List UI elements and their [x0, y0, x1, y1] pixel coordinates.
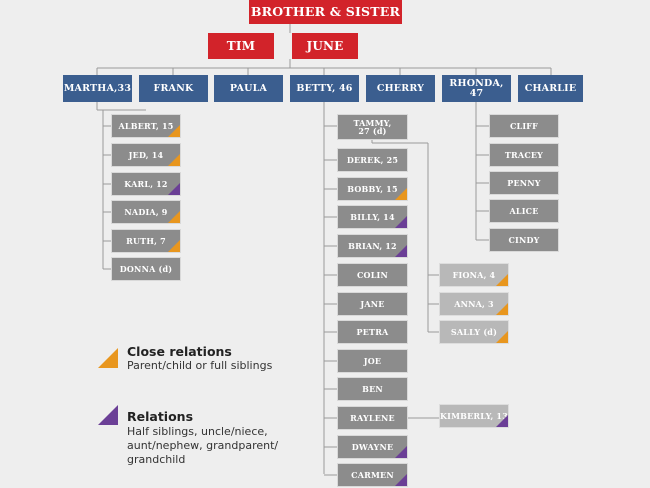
betty-kid-label: DEREK, 25 [346, 154, 399, 165]
tammy-kid-label: FIONA, 4 [452, 269, 496, 280]
child-rhonda-box: RHONDA, 47 [442, 75, 511, 102]
martha-kid-label: NADIA, 9 [124, 206, 168, 217]
martha-kid-label: ALBERT, 15 [118, 120, 174, 131]
betty-kid-box: RAYLENE [337, 406, 408, 430]
martha-kid-box: KARL, 12 [111, 172, 181, 196]
legend-close-title: Close relations [127, 344, 232, 359]
martha-kid-box: ALBERT, 15 [111, 114, 181, 138]
close-relation-icon [496, 331, 508, 343]
betty-kid-label: BEN [362, 383, 383, 394]
martha-kid-label: RUTH, 7 [126, 235, 166, 246]
betty-kid-box: COLIN [337, 263, 408, 287]
relation-icon [395, 245, 407, 257]
child-label: BETTY, 46 [296, 82, 353, 94]
child-charlie-box: CHARLIE [518, 75, 583, 102]
child-frank-box: FRANK [139, 75, 208, 102]
rhonda-kid-box: CLIFF [489, 114, 559, 138]
relation-icon [395, 216, 407, 228]
child-paula-box: PAULA [214, 75, 283, 102]
child-betty-box: BETTY, 46 [290, 75, 359, 102]
child-cherry-box: CHERRY [366, 75, 435, 102]
child-label: CHERRY [376, 82, 425, 94]
betty-kid-box: DWAYNE [337, 435, 408, 459]
close-relation-icon [395, 188, 407, 200]
close-relation-icon [168, 125, 180, 137]
betty-kid-label: TAMMY, 27 (d) [353, 117, 392, 136]
betty-kid-label: COLIN [356, 269, 388, 280]
tammy-kid-label: ANNA, 3 [454, 298, 494, 309]
rhonda-kid-box: PENNY [489, 171, 559, 195]
betty-kid-label: PETRA [356, 326, 389, 337]
child-label: PAULA [229, 82, 268, 94]
close-relation-icon [496, 274, 508, 286]
betty-kid-label: JANE [360, 298, 385, 309]
rhonda-kid-label: ALICE [509, 205, 539, 216]
parent-label: TIM [226, 38, 256, 53]
child-martha-box: MARTHA,33 [63, 75, 132, 102]
betty-kid-box: BEN [337, 377, 408, 401]
parent-june-box: JUNE [292, 33, 358, 59]
raylene-kid-box: KIMBERLY, 13 [439, 404, 509, 428]
child-label: FRANK [153, 82, 194, 94]
betty-kid-label: RAYLENE [350, 412, 395, 423]
martha-kid-label: KARL, 12 [124, 178, 168, 189]
relation-icon [168, 183, 180, 195]
rhonda-kid-label: TRACEY [504, 149, 544, 160]
martha-kid-box: DONNA (d) [111, 257, 181, 281]
betty-kid-box: JOE [337, 349, 408, 373]
betty-kid-box: TAMMY, 27 (d) [337, 114, 408, 140]
betty-kid-box: BILLY, 14 [337, 205, 408, 229]
raylene-kid-label: KIMBERLY, 13 [440, 410, 508, 421]
rhonda-kid-label: CLIFF [509, 120, 539, 131]
child-label: MARTHA,33 [63, 82, 132, 94]
betty-kid-label: BRIAN, 12 [348, 240, 397, 251]
rhonda-kid-box: CINDY [489, 228, 559, 252]
betty-kid-box: JANE [337, 292, 408, 316]
parent-tim-box: TIM [208, 33, 274, 59]
betty-kid-label: CARMEN [351, 469, 394, 480]
relation-icon [395, 474, 407, 486]
top-couple-label: BROTHER & SISTER [250, 4, 401, 20]
betty-kid-label: BOBBY, 15 [347, 183, 398, 194]
rhonda-kid-label: CINDY [508, 234, 540, 245]
relation-icon [496, 415, 508, 427]
top-couple-box: BROTHER & SISTER [249, 0, 402, 24]
betty-kid-box: BOBBY, 15 [337, 177, 408, 201]
tammy-kid-box: ANNA, 3 [439, 292, 509, 316]
rhonda-kid-label: PENNY [507, 177, 541, 188]
legend-relation-desc: Half siblings, uncle/niece, aunt/nephew,… [127, 425, 279, 466]
martha-kid-box: RUTH, 7 [111, 229, 181, 253]
close-relation-icon [168, 240, 180, 252]
relation-icon [395, 446, 407, 458]
close-relation-icon [496, 303, 508, 315]
tammy-kid-box: FIONA, 4 [439, 263, 509, 287]
betty-kid-box: PETRA [337, 320, 408, 344]
tammy-kid-label: SALLY (d) [450, 326, 498, 337]
legend-relation-title: Relations [127, 409, 194, 424]
martha-kid-label: DONNA (d) [119, 263, 173, 274]
betty-kid-box: CARMEN [337, 463, 408, 487]
parent-label: JUNE [306, 38, 344, 53]
close-relation-icon [98, 348, 118, 368]
betty-kid-label: DWAYNE [351, 441, 394, 452]
betty-kid-box: BRIAN, 12 [337, 234, 408, 258]
tammy-kid-box: SALLY (d) [439, 320, 509, 344]
martha-kid-label: JED, 14 [128, 149, 164, 160]
rhonda-kid-box: TRACEY [489, 143, 559, 167]
betty-kid-box: DEREK, 25 [337, 148, 408, 172]
child-label: RHONDA, 47 [449, 77, 504, 99]
martha-kid-box: JED, 14 [111, 143, 181, 167]
close-relation-icon [168, 154, 180, 166]
rhonda-kid-box: ALICE [489, 199, 559, 223]
legend-close-desc: Parent/child or full siblings [127, 359, 273, 372]
child-label: CHARLIE [524, 82, 577, 94]
close-relation-icon [168, 211, 180, 223]
relation-icon [98, 405, 118, 425]
betty-kid-label: JOE [363, 355, 382, 366]
betty-kid-label: BILLY, 14 [350, 211, 395, 222]
martha-kid-box: NADIA, 9 [111, 200, 181, 224]
